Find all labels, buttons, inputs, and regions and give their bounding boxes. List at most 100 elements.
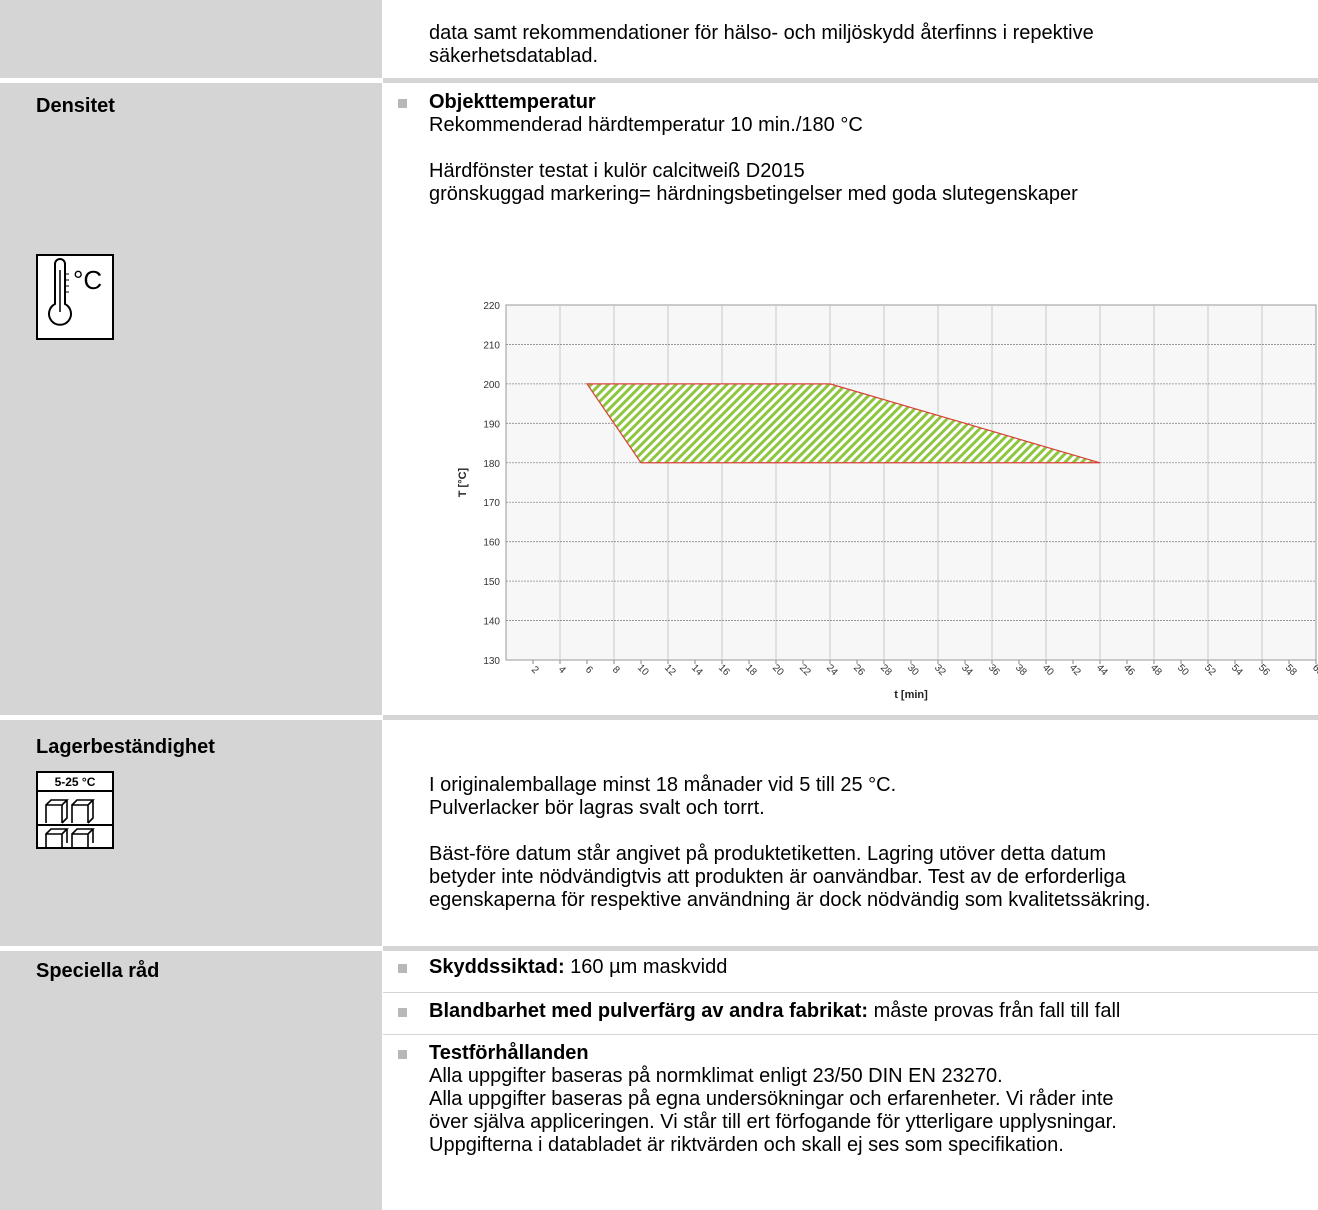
y-tick-label: 180 bbox=[483, 459, 500, 470]
storage-temp-label: 5-25 °C bbox=[55, 775, 96, 789]
bullet-marker bbox=[398, 964, 407, 973]
x-tick-label: 12 bbox=[662, 662, 678, 678]
x-tick-label: 30 bbox=[905, 662, 921, 678]
lager-text: I originalemballage minst 18 månader vid… bbox=[429, 774, 1151, 912]
objekttemperatur-heading: Objekttemperatur bbox=[429, 91, 596, 113]
speciella-content-cell: Skyddssiktad: 160 µm maskvidd bbox=[383, 951, 1318, 1210]
x-tick-label: 4 bbox=[556, 664, 568, 676]
x-tick-label: 6 bbox=[583, 664, 595, 676]
speciella-item-2: Blandbarhet med pulverfärg av andra fabr… bbox=[429, 1000, 1120, 1023]
y-tick-label: 160 bbox=[483, 538, 500, 549]
row-separator bbox=[383, 715, 1318, 720]
lager-label-cell: Lagerbeständighet 5-25 °C bbox=[0, 720, 382, 946]
item-divider bbox=[383, 1034, 1318, 1035]
thermometer-celsius-icon: °C bbox=[36, 254, 114, 340]
x-tick-label: 24 bbox=[824, 662, 840, 678]
y-tick-label: 190 bbox=[483, 419, 500, 430]
x-tick-label: 10 bbox=[635, 662, 651, 678]
row-separator bbox=[383, 946, 1318, 951]
x-tick-label: 44 bbox=[1094, 662, 1110, 678]
densitet-label-cell: Densitet °C bbox=[0, 83, 382, 715]
x-tick-label: 8 bbox=[610, 664, 622, 676]
storage-boxes-icon: 5-25 °C bbox=[36, 771, 114, 849]
densitet-text: Objekttemperatur Rekommenderad härdtempe… bbox=[429, 91, 1078, 206]
y-tick-label: 200 bbox=[483, 380, 500, 391]
densitet-line: grönskuggad markering= härdningsbetingel… bbox=[429, 183, 1078, 205]
top-row-text: data samt rekommendationer för hälso- oc… bbox=[429, 22, 1094, 68]
x-tick-label: 38 bbox=[1013, 662, 1029, 678]
lager-line: Bäst-före datum står angivet på produkte… bbox=[429, 843, 1107, 865]
speciella-label-cell: Speciella råd bbox=[0, 951, 382, 1210]
densitet-content-cell: Objekttemperatur Rekommenderad härdtempe… bbox=[383, 83, 1318, 715]
y-axis-label: T [°C] bbox=[457, 467, 469, 497]
lager-label: Lagerbeständighet bbox=[36, 736, 215, 758]
x-tick-label: 60 bbox=[1310, 662, 1318, 678]
y-tick-label: 170 bbox=[483, 498, 500, 509]
top-text-line: data samt rekommendationer för hälso- oc… bbox=[429, 22, 1094, 44]
speciella-row-2: Blandbarhet med pulverfärg av andra fabr… bbox=[383, 993, 1318, 1033]
densitet-line: Rekommenderad härdtemperatur 10 min./180… bbox=[429, 114, 863, 136]
x-tick-label: 18 bbox=[743, 662, 759, 678]
top-row: data samt rekommendationer för hälso- oc… bbox=[0, 0, 1318, 78]
x-tick-label: 50 bbox=[1175, 662, 1191, 678]
lager-line: I originalemballage minst 18 månader vid… bbox=[429, 774, 897, 796]
x-axis-label: t [min] bbox=[894, 689, 928, 701]
y-tick-label: 220 bbox=[483, 301, 500, 312]
speciella-item-1: Skyddssiktad: 160 µm maskvidd bbox=[429, 956, 727, 979]
curing-window-area bbox=[585, 383, 1101, 464]
speciella-item-3: Testförhållanden Alla uppgifter baseras … bbox=[429, 1042, 1117, 1157]
blandbarhet-value: måste provas från fall till fall bbox=[873, 1000, 1121, 1022]
testforhallanden-heading: Testförhållanden bbox=[429, 1042, 589, 1064]
x-tick-label: 36 bbox=[986, 662, 1002, 678]
x-tick-label: 34 bbox=[959, 662, 975, 678]
svg-text:°C: °C bbox=[73, 265, 102, 295]
bullet-marker bbox=[398, 1008, 407, 1017]
x-tick-label: 22 bbox=[797, 662, 813, 678]
x-tick-label: 14 bbox=[689, 662, 705, 678]
top-row-content-cell: data samt rekommendationer för hälso- oc… bbox=[383, 0, 1318, 78]
densitet-line: Härdfönster testat i kulör calcitweiß D2… bbox=[429, 160, 805, 182]
bullet-marker bbox=[398, 99, 407, 108]
plot-area bbox=[505, 304, 1317, 661]
x-tick-label: 26 bbox=[851, 662, 867, 678]
speciella-label: Speciella råd bbox=[36, 960, 160, 982]
speciella-row-3: Testförhållanden Alla uppgifter baseras … bbox=[383, 1035, 1318, 1210]
x-tick-label: 46 bbox=[1121, 662, 1137, 678]
lager-line: betyder inte nödvändigtvis att produkten… bbox=[429, 866, 1126, 888]
x-tick-label: 20 bbox=[770, 662, 786, 678]
lager-content-cell: I originalemballage minst 18 månader vid… bbox=[383, 720, 1318, 946]
x-tick-label: 42 bbox=[1067, 662, 1083, 678]
x-tick-label: 52 bbox=[1202, 662, 1218, 678]
y-tick-label: 130 bbox=[483, 656, 500, 667]
y-tick-label: 150 bbox=[483, 577, 500, 588]
x-tick-label: 54 bbox=[1229, 662, 1245, 678]
blandbarhet-label: Blandbarhet med pulverfärg av andra fabr… bbox=[429, 1000, 869, 1022]
x-tick-label: 2 bbox=[529, 664, 541, 676]
x-tick-label: 48 bbox=[1148, 662, 1164, 678]
x-tick-label: 56 bbox=[1256, 662, 1272, 678]
x-tick-label: 16 bbox=[716, 662, 732, 678]
y-tick-label: 140 bbox=[483, 617, 500, 628]
testforhallanden-line: över själva appliceringen. Vi står till … bbox=[429, 1111, 1117, 1133]
testforhallanden-line: Alla uppgifter baseras på normklimat enl… bbox=[429, 1065, 1003, 1087]
skyddssiktad-label: Skyddssiktad: bbox=[429, 956, 565, 978]
x-tick-label: 28 bbox=[878, 662, 894, 678]
item-divider bbox=[383, 992, 1318, 993]
row-separator bbox=[383, 78, 1318, 83]
densitet-label: Densitet bbox=[36, 95, 115, 117]
lager-line: egenskaperna för respektive användning ä… bbox=[429, 889, 1151, 911]
top-text-line: säkerhetsdatablad. bbox=[429, 45, 599, 67]
testforhallanden-line: Uppgifterna i databladet är riktvärden o… bbox=[429, 1134, 1064, 1156]
bullet-marker bbox=[398, 1050, 407, 1059]
x-tick-label: 58 bbox=[1283, 662, 1299, 678]
x-tick-label: 40 bbox=[1040, 662, 1056, 678]
lager-line: Pulverlacker bör lagras svalt och torrt. bbox=[429, 797, 765, 819]
speciella-row: Speciella råd Skyddssiktad: 160 µm maskv… bbox=[0, 951, 1318, 1210]
testforhallanden-line: Alla uppgifter baseras på egna undersökn… bbox=[429, 1088, 1114, 1110]
densitet-row: Densitet °C Objekttemperatur Rekommender… bbox=[0, 83, 1318, 715]
top-row-label-cell bbox=[0, 0, 382, 78]
lager-row: Lagerbeständighet 5-25 °C I originalemba… bbox=[0, 720, 1318, 946]
y-tick-label: 210 bbox=[483, 340, 500, 351]
skyddssiktad-value: 160 µm maskvidd bbox=[570, 956, 728, 978]
